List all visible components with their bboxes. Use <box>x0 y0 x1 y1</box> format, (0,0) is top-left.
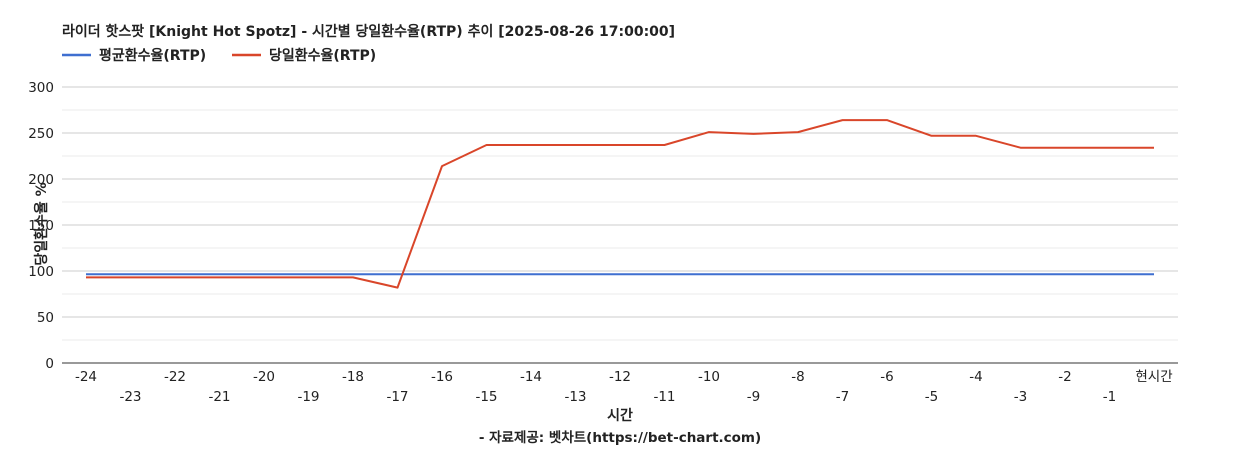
x-tick-label: -16 <box>431 369 453 385</box>
x-tick-label: -18 <box>342 369 364 385</box>
x-tick-label: -15 <box>475 389 497 405</box>
x-axis-label: 시간 <box>607 407 633 424</box>
legend-label-series-1: 당일환수율(RTP) <box>269 47 376 64</box>
x-tick-label: -5 <box>925 389 938 405</box>
x-tick-label: 현시간 <box>1135 369 1172 385</box>
x-tick-label: -11 <box>653 389 675 405</box>
x-tick-label: -2 <box>1058 369 1071 385</box>
x-tick-label: -1 <box>1103 389 1116 405</box>
x-tick-label: -14 <box>520 369 542 385</box>
x-tick-label: -13 <box>564 389 586 405</box>
x-tick-label: -12 <box>609 369 631 385</box>
x-tick-label: -24 <box>75 369 97 385</box>
y-tick-label: 50 <box>37 310 54 326</box>
y-tick-label: 200 <box>28 172 54 188</box>
chart-title: 라이더 핫스팟 [Knight Hot Spotz] - 시간별 당일환수율(R… <box>62 23 675 40</box>
legend-label-series-0: 평균환수율(RTP) <box>99 47 206 64</box>
x-tick-label: -9 <box>747 389 760 405</box>
y-tick-label: 250 <box>28 126 54 142</box>
x-tick-label: -4 <box>969 369 982 385</box>
x-tick-label: -20 <box>253 369 275 385</box>
x-tick-label: -22 <box>164 369 186 385</box>
y-tick-label: 100 <box>28 264 54 280</box>
y-tick-label: 150 <box>28 218 54 234</box>
legend: 평균환수율(RTP) 당일환수율(RTP) <box>62 47 376 64</box>
gridlines <box>62 86 1178 364</box>
x-tick-label: -7 <box>836 389 849 405</box>
source-credit: - 자료제공: 벳차트(https://bet-chart.com) <box>479 429 761 446</box>
y-axis-ticks: 0 50 100 150 200 250 300 <box>28 80 54 372</box>
x-tick-label: -17 <box>386 389 408 405</box>
y-axis-label: 당일환수율 % <box>33 182 50 265</box>
x-tick-label: -21 <box>208 389 230 405</box>
x-tick-label: -6 <box>880 369 893 385</box>
x-tick-label: -10 <box>698 369 720 385</box>
series-line-1 <box>86 119 1154 289</box>
y-tick-label: 300 <box>28 80 54 96</box>
y-tick-label: 0 <box>45 356 54 372</box>
series-lines <box>86 119 1154 289</box>
x-tick-label: -19 <box>297 389 319 405</box>
x-tick-label: -8 <box>791 369 804 385</box>
x-tick-label: -23 <box>119 389 141 405</box>
x-axis-ticks: -24 -23 -22 -21 -20 -19 -18 -17 -16 -15 -14 -13 -12 -… <box>75 369 1173 405</box>
x-tick-label: -3 <box>1014 389 1027 405</box>
